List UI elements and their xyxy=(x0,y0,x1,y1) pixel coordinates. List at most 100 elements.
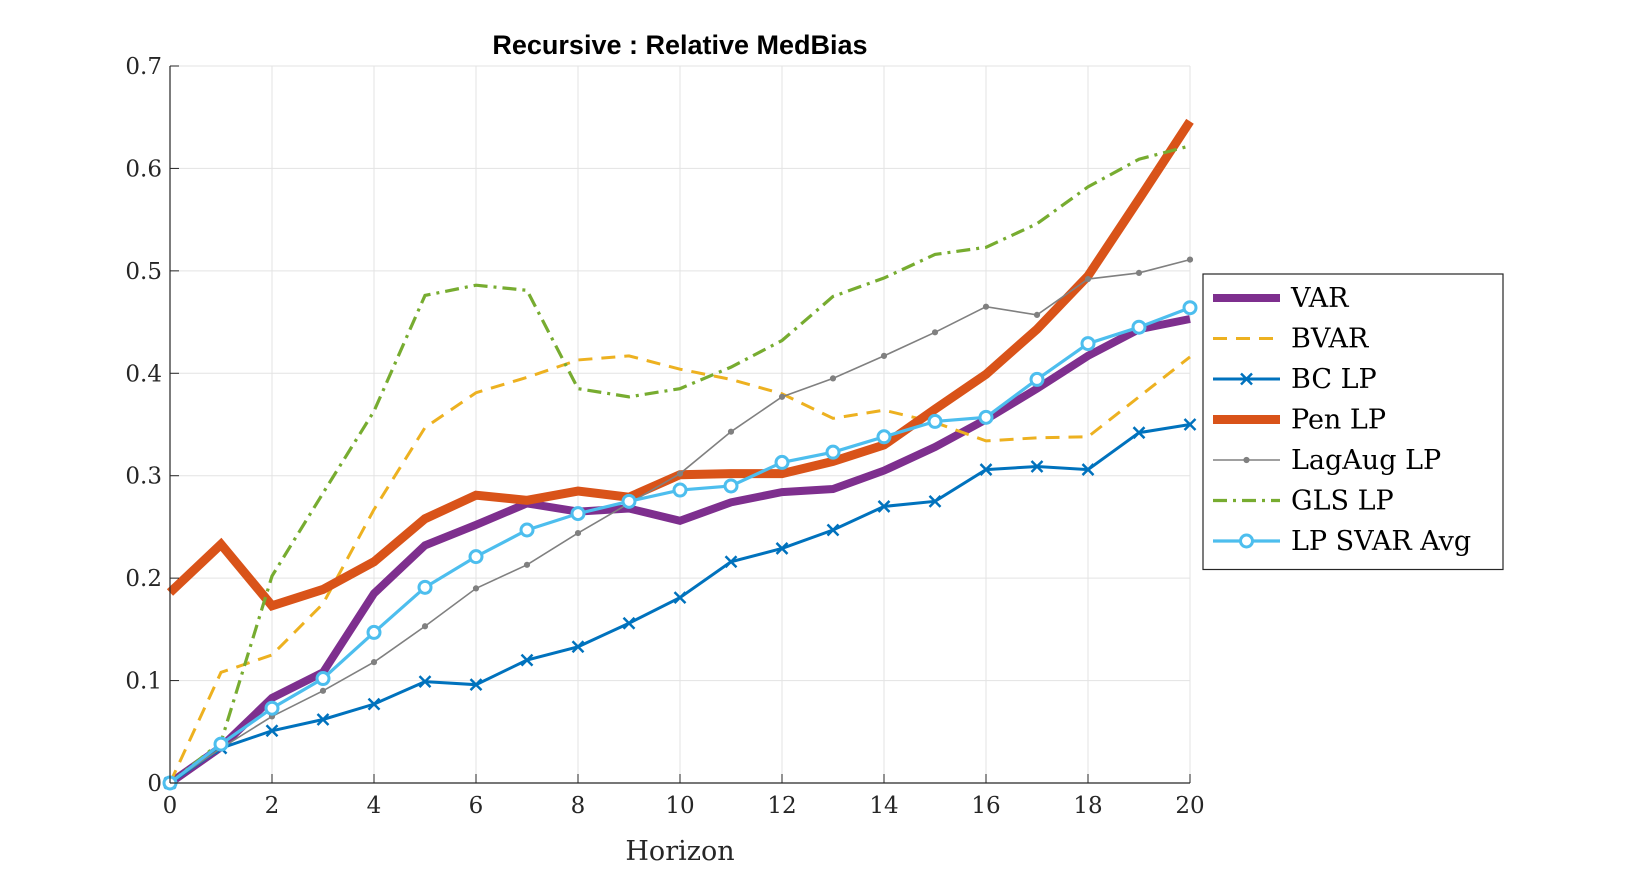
data-point xyxy=(571,640,585,654)
data-point xyxy=(673,591,687,604)
data-point xyxy=(1186,256,1194,263)
x-axis-label: Horizon xyxy=(625,836,734,867)
data-point xyxy=(928,494,942,508)
data-point xyxy=(472,585,480,592)
legend-item[interactable]: GLS LP xyxy=(1213,486,1394,517)
data-point xyxy=(774,454,790,470)
data-point xyxy=(775,542,789,555)
legend-item[interactable]: BC LP xyxy=(1213,364,1377,395)
data-point xyxy=(417,579,433,595)
axes: 0 2 4 6 8 10 12 14 16 18 20 0 0.1 0.2 0.3 0.4 0.5 0.6 0.7 xyxy=(125,54,1204,819)
legend-label: BC LP xyxy=(1291,364,1377,395)
data-point xyxy=(931,329,939,336)
x-tick-label: 2 xyxy=(265,793,280,819)
data-point xyxy=(1132,426,1146,440)
data-point xyxy=(676,470,684,477)
data-point xyxy=(826,523,840,537)
data-point xyxy=(1080,336,1096,352)
data-point xyxy=(418,675,432,688)
data-point xyxy=(829,375,837,382)
data-point xyxy=(979,463,993,476)
legend-label: VAR xyxy=(1290,283,1349,314)
legend-marker xyxy=(1243,456,1250,464)
y-tick-label: 0.6 xyxy=(125,156,162,182)
data-point xyxy=(367,697,381,711)
data-point xyxy=(1033,311,1041,319)
data-point xyxy=(1030,460,1044,473)
data-point xyxy=(1084,275,1092,283)
data-point xyxy=(319,687,327,694)
data-point xyxy=(468,549,484,565)
data-point xyxy=(1182,300,1198,316)
data-point xyxy=(316,713,330,726)
data-point xyxy=(622,616,636,630)
legend-marker xyxy=(1239,533,1254,549)
data-point xyxy=(825,444,841,460)
legend-item[interactable]: LagAug LP xyxy=(1213,445,1441,476)
y-tick-label: 0.2 xyxy=(125,566,162,592)
data-point xyxy=(876,429,892,445)
data-point xyxy=(315,671,331,687)
y-tick-label: 0.7 xyxy=(125,54,162,80)
y-tick-label: 0.4 xyxy=(125,361,162,387)
data-point xyxy=(727,428,735,435)
data-point xyxy=(880,352,888,359)
data-point xyxy=(982,303,990,310)
x-tick-label: 0 xyxy=(163,793,178,819)
y-tick-label: 0 xyxy=(147,771,162,797)
data-point xyxy=(1135,269,1143,277)
x-tick-label: 10 xyxy=(665,793,694,819)
legend-item[interactable]: BVAR xyxy=(1213,324,1369,355)
data-point xyxy=(877,500,891,513)
series-lp-svar-avg xyxy=(162,300,1198,791)
series-gls-lp xyxy=(168,144,1191,785)
legend-label: LP SVAR Avg xyxy=(1291,526,1471,557)
chart-title: Recursive : Relative MedBias xyxy=(492,30,867,60)
series-bvar xyxy=(168,354,1191,784)
x-tick-label: 8 xyxy=(571,793,586,819)
data-point xyxy=(1029,371,1045,387)
data-point xyxy=(520,653,534,667)
data-point xyxy=(574,529,582,537)
legend-label: LagAug LP xyxy=(1291,445,1441,476)
series-bc-lp xyxy=(163,418,1197,790)
legend-item[interactable]: VAR xyxy=(1213,283,1349,314)
y-tick-label: 0.1 xyxy=(125,669,162,695)
data-point xyxy=(724,555,738,569)
series-line xyxy=(167,315,1191,787)
series-line xyxy=(168,144,1191,785)
data-point xyxy=(723,478,739,494)
data-point xyxy=(978,409,994,425)
data-point xyxy=(469,678,483,692)
x-tick-label: 12 xyxy=(767,793,796,819)
data-point xyxy=(370,659,378,666)
y-tick-label: 0.5 xyxy=(125,259,162,285)
data-point xyxy=(672,482,688,498)
x-tick-label: 16 xyxy=(971,793,1000,819)
data-point xyxy=(265,724,279,738)
data-point xyxy=(519,522,535,538)
x-tick-label: 14 xyxy=(869,793,898,819)
data-point xyxy=(366,624,382,640)
legend-item[interactable]: LP SVAR Avg xyxy=(1213,526,1471,557)
data-point xyxy=(523,561,531,568)
data-point xyxy=(1081,463,1095,476)
legend[interactable]: VAR BVAR BC LP Pen LP LagAug LP GLS LP LP SVAR… xyxy=(1202,273,1504,571)
y-tick-label: 0.3 xyxy=(125,464,162,490)
data-point xyxy=(264,700,280,716)
legend-label: BVAR xyxy=(1291,324,1369,355)
data-point xyxy=(621,493,637,509)
x-tick-label: 20 xyxy=(1175,793,1204,819)
data-point xyxy=(213,736,229,752)
data-point xyxy=(1183,418,1197,431)
x-tick-label: 4 xyxy=(367,793,382,819)
data-point xyxy=(778,393,786,400)
legend-label: Pen LP xyxy=(1291,405,1386,436)
x-tick-label: 6 xyxy=(469,793,484,819)
series-lines xyxy=(162,118,1198,791)
legend-label: GLS LP xyxy=(1291,486,1394,517)
legend-item[interactable]: Pen LP xyxy=(1213,405,1386,436)
data-point xyxy=(421,623,429,630)
